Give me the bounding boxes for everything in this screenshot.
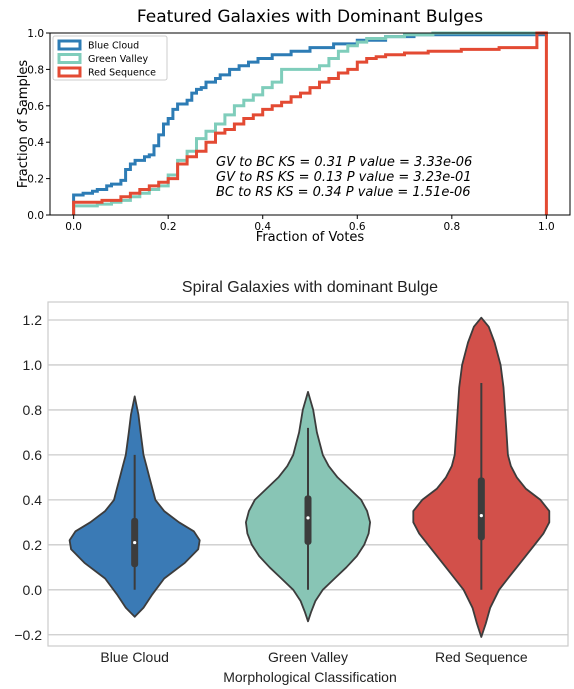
ecdf-line-red-sequence <box>72 31 548 215</box>
ecdf-x-tick-label: 0.2 <box>160 221 177 233</box>
violin-y-tick-label: 0.8 <box>23 402 43 418</box>
ecdf-ticks: 0.0 0.2 0.4 0.6 0.8 1.0 0.0 0.2 0.4 0.6 0.8 1.0 <box>27 28 554 233</box>
violin-iqr-box-green-valley <box>304 495 312 545</box>
legend-label-green-valley: Green Valley <box>88 54 148 65</box>
violin-y-tick-label: 0.6 <box>23 447 43 463</box>
violin-y-tick-label: 1.0 <box>23 357 43 373</box>
violin-group <box>68 316 551 638</box>
ecdf-y-tick-label: 1.0 <box>27 28 44 40</box>
legend-swatch-green-valley <box>57 53 82 64</box>
violin-median-red-sequence <box>479 513 483 518</box>
ecdf-y-tick-label: 0.6 <box>27 101 44 113</box>
violin-x-tick-label: Green Valley <box>268 649 348 665</box>
ecdf-x-tick-label: 0.0 <box>65 221 82 233</box>
ecdf-line-green-valley <box>72 31 547 215</box>
ks-annotation-gv-rs: GV to RS KS = 0.13 P value = 3.23e-01 <box>216 170 472 185</box>
ecdf-y-tick-label: 0.8 <box>27 64 44 76</box>
ecdf-chart: Featured Galaxies with Dominant Bulges 0… <box>16 7 571 245</box>
violin-y-tick-label: 0.4 <box>23 492 43 508</box>
violin-x-tick-label: Red Sequence <box>435 649 528 665</box>
ecdf-chart-title: Featured Galaxies with Dominant Bulges <box>137 7 483 27</box>
ecdf-plot-frame <box>49 32 571 216</box>
ks-annotation-bc-rs: BC to RS KS = 0.34 P value = 1.51e-06 <box>216 185 471 200</box>
ecdf-y-tick-label: 0.4 <box>27 137 44 149</box>
violin-ticks: −0.2 0.0 0.2 0.4 0.6 0.8 1.0 1.2 Blue Cloud Green… <box>14 312 527 665</box>
ecdf-x-axis-label: Fraction of Votes <box>256 230 365 245</box>
legend-label-red-sequence: Red Sequence <box>88 68 156 79</box>
ecdf-y-tick-label: 0.0 <box>27 210 44 222</box>
violin-y-tick-label: 1.2 <box>23 312 43 328</box>
ecdf-x-tick-label: 0.8 <box>443 221 460 233</box>
ecdf-y-axis-label: Fraction of Samples <box>16 60 31 188</box>
violin-chart: Spiral Galaxies with dominant Bulge −0.2… <box>14 279 569 685</box>
violin-chart-title: Spiral Galaxies with dominant Bulge <box>182 279 438 296</box>
ecdf-y-tick-label: 0.2 <box>27 174 44 186</box>
violin-y-tick-label: 0.2 <box>23 537 43 553</box>
ecdf-x-tick-label: 0.4 <box>254 221 271 233</box>
ecdf-annotations: GV to BC KS = 0.31 P value = 3.33e-06 GV… <box>216 155 472 200</box>
violin-iqr-box-red-sequence <box>477 477 485 541</box>
violin-median-blue-cloud <box>133 540 137 545</box>
legend-swatch-red-sequence <box>57 66 82 78</box>
legend-swatch-blue-cloud <box>57 39 82 51</box>
ecdf-line-blue-cloud <box>72 33 548 215</box>
violin-x-axis-label: Morphological Classification <box>223 669 397 685</box>
ecdf-legend: Blue Cloud Green Valley Red Sequence <box>52 35 168 81</box>
ecdf-x-tick-label: 0.6 <box>349 221 366 233</box>
violin-plot-frame <box>47 301 569 647</box>
ecdf-x-tick-label: 1.0 <box>538 221 555 233</box>
violin-median-green-valley <box>306 516 310 520</box>
ks-annotation-gv-bc: GV to BC KS = 0.31 P value = 3.33e-06 <box>216 155 472 170</box>
violin-y-tick-label: 0.0 <box>23 582 43 598</box>
ecdf-series-group <box>72 31 548 215</box>
violin-y-tick-label: −0.2 <box>14 627 42 643</box>
legend-label-blue-cloud: Blue Cloud <box>88 41 139 52</box>
violin-x-tick-label: Blue Cloud <box>100 649 169 665</box>
